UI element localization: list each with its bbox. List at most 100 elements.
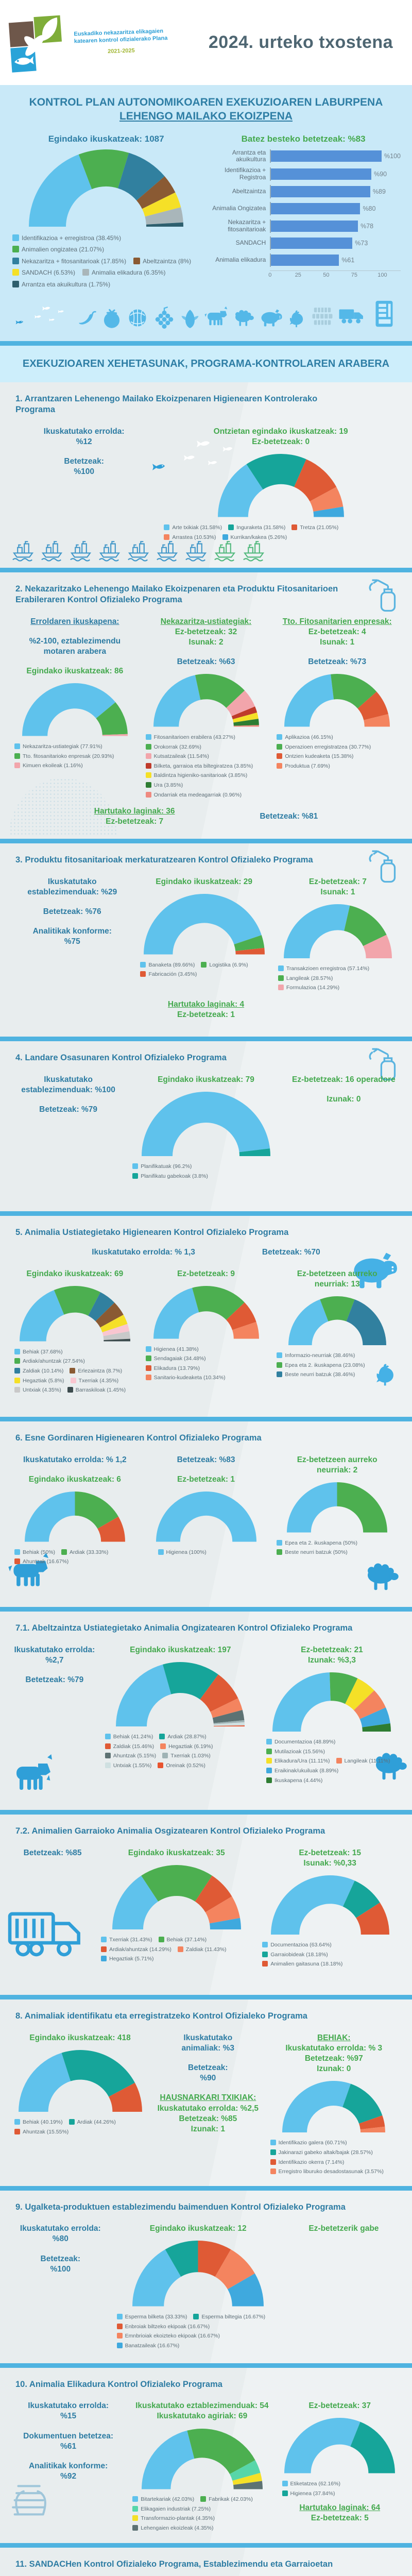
section-title: 11. SANDACHen Kontrol Ofizialeko Program… bbox=[15, 2559, 333, 2569]
summary-bar-chart: Arrantza eta akuikultura %100 Identifikazi… bbox=[202, 149, 405, 279]
legend-swatch bbox=[158, 1937, 164, 1943]
legend-item: Fabricación (3.45%) bbox=[140, 971, 197, 978]
summary-title: KONTROL PLAN AUTONOMIKOAREN EXEKUZIOAREN… bbox=[7, 95, 405, 124]
program-section-s2: 2. Nekazaritzako Lehenengo Mailako Ekoiz… bbox=[0, 572, 412, 839]
stat-text: Ikuskatutako errolda: %12 bbox=[43, 427, 125, 447]
s72b-chart: Documentazioa (63.64%) Garraiobideak (18.… bbox=[260, 1875, 400, 1969]
bar-row: Nekazaritza + fitosanitarioak %78 bbox=[202, 218, 401, 233]
legend-swatch bbox=[159, 1734, 165, 1740]
legend-swatch bbox=[82, 269, 90, 276]
legend-item: Behiak (41.24%) bbox=[105, 1734, 153, 1740]
s2c-chart: Aplikazioa (46.15%) Operazioen erregistra… bbox=[274, 674, 400, 771]
bar bbox=[271, 150, 382, 162]
legend-item: Fabrikak (42.03%) bbox=[200, 2496, 253, 2503]
legend-swatch bbox=[105, 1762, 111, 1769]
s2c-legend: Aplikazioa (46.15%) Operazioen erregistra… bbox=[274, 733, 400, 771]
legend-item: Ahuntzak (15.55%) bbox=[14, 2128, 68, 2136]
legend-item: Ardiak/ahuntzak (27.54%) bbox=[14, 1358, 85, 1365]
summary-bars-block: Batez besteko betetzeak: %83 Arrantza et… bbox=[202, 131, 405, 290]
s7b-chart: Documentazioa (48.89%) Mutilazioak (15.56… bbox=[264, 1672, 400, 1785]
stat-text: %2-100, eztablezimendu motaren arabera bbox=[29, 637, 121, 656]
stat-text: Ez-betetzeak: 15 Isunak: %0,33 bbox=[299, 1848, 361, 1868]
stat-text: Egindako ikuskatzeak: 69 bbox=[26, 1269, 124, 1279]
stat-text: Izunak: 0 bbox=[327, 1095, 361, 1104]
legend-item: Hegaztiak (6.19%) bbox=[160, 1743, 213, 1750]
s5a-chart: Behiak (37.68%) Ardiak/ahuntzak (27.54%) Z… bbox=[12, 1286, 138, 1395]
bar-label: Abeltzaintza bbox=[232, 187, 266, 195]
s2a-halfdonut bbox=[22, 683, 128, 736]
stat-text: Betetzeak: %90 bbox=[188, 2063, 228, 2083]
s2b-halfdonut bbox=[153, 674, 259, 727]
legend-item: Higienea (100%) bbox=[158, 1549, 207, 1556]
legend-item: Sanitario-kudeaketa (10.34%) bbox=[145, 1375, 226, 1381]
s3b-halfdonut bbox=[283, 904, 392, 959]
legend-item: Oreinak (0.52%) bbox=[158, 1762, 205, 1769]
bar-label: Animalia Ongizatea bbox=[212, 204, 266, 212]
legend-swatch bbox=[270, 2140, 276, 2146]
stat-text: Ez-betetzeak: 21 Izunak: %3,3 bbox=[301, 1645, 363, 1665]
s6b-legend: Higienea (100%) bbox=[156, 1548, 256, 1557]
legend-item: Ahuntzak (16.67%) bbox=[14, 1558, 68, 1565]
grapes-icon bbox=[152, 306, 177, 333]
bar-label: SANDACH bbox=[235, 239, 266, 247]
tomato-icon bbox=[104, 309, 119, 328]
s1-halfdonut bbox=[217, 454, 344, 517]
legend-swatch bbox=[200, 2496, 207, 2502]
s6c-legend: Epea eta 2. ikuskapena (50%) Beste neurri… bbox=[274, 1538, 400, 1557]
bar-row: Animalia elikadura %61 bbox=[202, 253, 401, 267]
s4-legend: Planifikatuak (96.2%) Planifikatu gabekoa… bbox=[130, 1162, 282, 1181]
legend-item: Ardiak (33.33%) bbox=[61, 1549, 108, 1556]
s3a-legend: Banaketa (89.66%) Logistika (6.9%) Fabrica… bbox=[138, 960, 269, 979]
legend-swatch bbox=[266, 1768, 272, 1774]
legend-swatch bbox=[277, 1352, 283, 1359]
legend-item: Epea eta 2. ikuskapena (23.08%) bbox=[277, 1362, 365, 1369]
legend-swatch bbox=[158, 1762, 164, 1769]
bales-icon bbox=[312, 308, 333, 326]
legend-item: Txerriak (31.43%) bbox=[101, 1937, 152, 1943]
bar bbox=[271, 202, 360, 214]
stat-text: Ikuskatutako errolda: %80 bbox=[20, 2224, 101, 2244]
s10a-legend: Bitartekariak (42.03%) Fabrikak (42.03%) E… bbox=[130, 2495, 273, 2533]
legend-item: Barraskiloak (1.45%) bbox=[67, 1387, 126, 1394]
legend-swatch bbox=[277, 743, 283, 750]
s10b-halfdonut bbox=[284, 2418, 396, 2473]
legend-item: Ontzien kudeaketa (15.38%) bbox=[277, 753, 353, 760]
s8b-chart: Identifikazio galera (60.71%) Jakinarazi … bbox=[268, 2081, 400, 2176]
legend-item: Ura (3.85%) bbox=[145, 782, 183, 789]
divider-strip bbox=[0, 1995, 412, 2000]
legend-swatch bbox=[266, 1739, 272, 1745]
legend-item: Documentazioa (48.89%) bbox=[266, 1739, 335, 1745]
legend-swatch bbox=[70, 1367, 76, 1374]
divider-strip bbox=[0, 1211, 412, 1216]
legend-swatch bbox=[278, 975, 284, 981]
s1-chart: Arte txikiak (31.58%) Inguraketa (31.58%)… bbox=[162, 454, 400, 542]
summary-donut-title: Egindako ikuskatzeak: 1087 bbox=[48, 133, 164, 144]
legend-swatch bbox=[262, 1951, 268, 1957]
legend-item: Mutilazioak (15.56%) bbox=[266, 1748, 325, 1755]
stat-text: Ez-betetzeen aurreko neurriak: 13 bbox=[297, 1269, 377, 1289]
stat-text: Ikuskatutako animaliak: %3 bbox=[181, 2033, 235, 2053]
summary-title-line1: KONTROL PLAN AUTONOMIKOAREN EXEKUZIOAREN… bbox=[29, 96, 383, 108]
legend-swatch bbox=[277, 734, 283, 740]
cabbage-icon bbox=[125, 306, 150, 333]
legend-item: Banaketa (89.66%) bbox=[140, 961, 195, 969]
legend-swatch bbox=[145, 791, 151, 798]
legend-swatch bbox=[277, 1539, 283, 1546]
legend-item: Etiketatzea (62.16%) bbox=[282, 2480, 340, 2487]
legend-item: Animalien gaitasuna (18.18%) bbox=[262, 1961, 342, 1968]
stat-text: BEHIAK: Ikuskatutako errolda: % 3 Betetzea… bbox=[285, 2033, 383, 2074]
legend-swatch bbox=[266, 1758, 272, 1764]
summary-donut-legend: Identifikazioa + erregistroa (38.45%) Ani… bbox=[10, 232, 202, 290]
legend-swatch bbox=[140, 971, 146, 977]
stat-text: Egindako ikuskatzeak: 86 bbox=[26, 667, 124, 676]
legend-item: Zaldiak (15.46%) bbox=[105, 1743, 154, 1750]
s5c-chart: Informazio-neurriak (38.46%) Epea eta 2. … bbox=[274, 1296, 400, 1380]
stat-text: Betetzeak: %79 bbox=[25, 1675, 84, 1685]
s72a-chart: Txerriak (31.43%) Behiak (37.14%) Ardiak/a… bbox=[99, 1865, 254, 1964]
legend-swatch bbox=[105, 1743, 111, 1749]
rooster-icon bbox=[289, 310, 303, 328]
s9-chart: Esperma bilketa (33.33%) Esperma biltegia… bbox=[115, 2241, 282, 2350]
bar bbox=[271, 168, 372, 180]
legend-item: Planifikatuak (96.2%) bbox=[132, 1163, 192, 1170]
legend-item: Arrastea (10.53%) bbox=[164, 534, 216, 541]
